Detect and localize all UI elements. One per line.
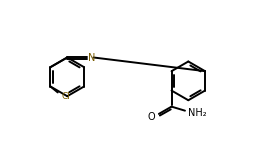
Text: O: O	[148, 112, 155, 122]
Text: N: N	[88, 53, 95, 63]
Text: NH₂: NH₂	[188, 108, 206, 118]
Text: Cl: Cl	[61, 92, 70, 101]
